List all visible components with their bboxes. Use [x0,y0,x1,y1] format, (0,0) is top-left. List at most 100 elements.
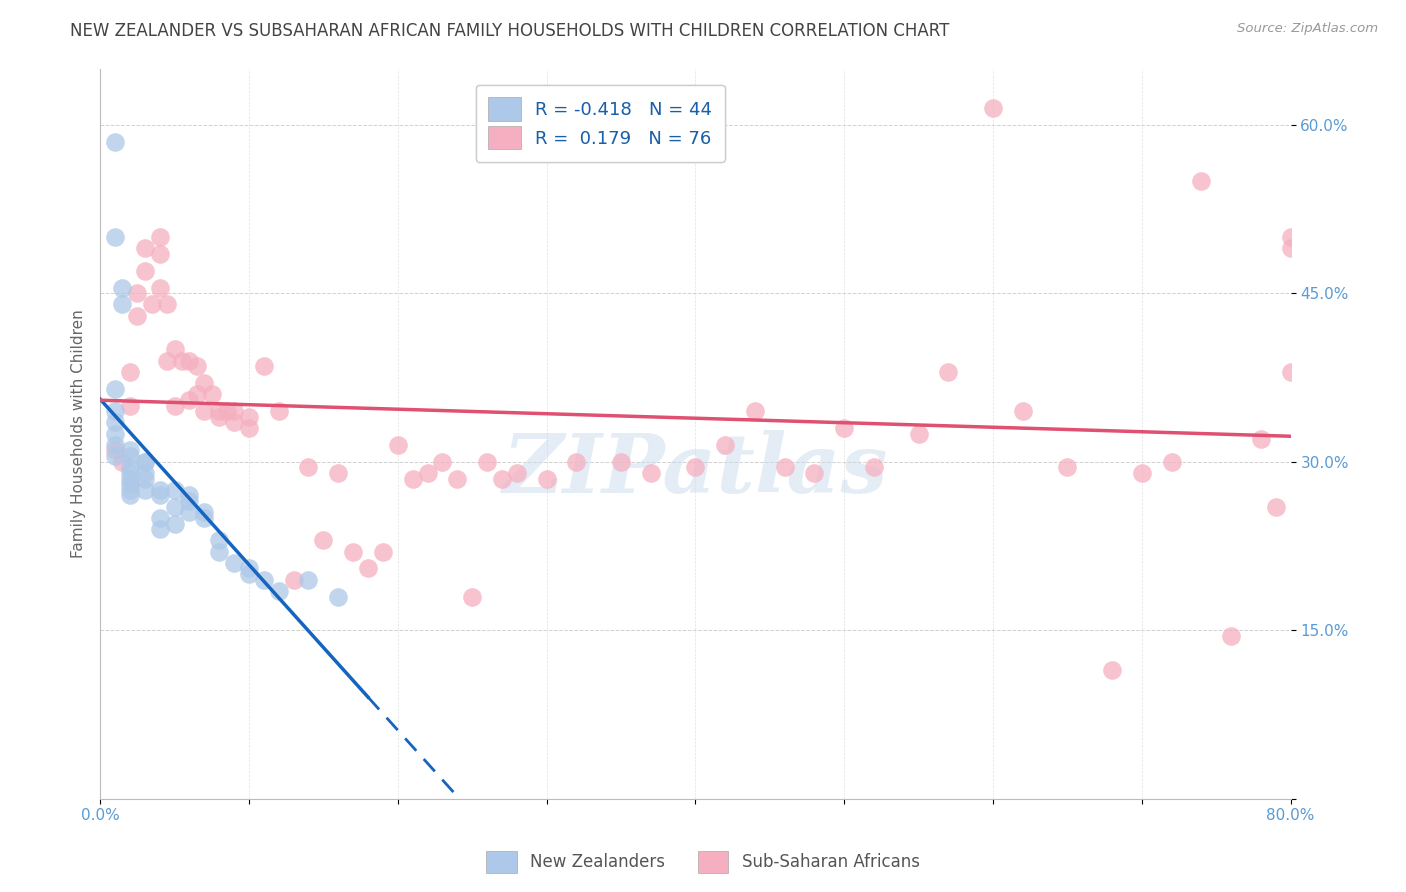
Point [1279,230,1302,244]
Point [163,516,186,531]
Point [328,466,350,480]
Point [744,404,766,418]
Point [1056,460,1078,475]
Point [104,449,127,463]
Point [328,590,350,604]
Point [267,404,290,418]
Point [1279,365,1302,379]
Point [111,280,134,294]
Point [832,421,855,435]
Legend: New Zealanders, Sub-Saharan Africans: New Zealanders, Sub-Saharan Africans [479,845,927,880]
Point [579,123,602,137]
Point [222,404,245,418]
Point [253,359,276,374]
Point [936,365,959,379]
Point [104,416,127,430]
Point [118,399,141,413]
Point [179,488,201,502]
Point [141,297,163,311]
Point [610,455,633,469]
Point [118,365,141,379]
Point [104,438,127,452]
Point [201,387,224,401]
Point [179,392,201,407]
Point [685,460,707,475]
Point [1011,404,1033,418]
Point [118,449,141,463]
Point [714,438,737,452]
Text: ZIPatlas: ZIPatlas [502,430,889,510]
Point [156,297,179,311]
Point [149,230,172,244]
Point [491,472,513,486]
Point [401,472,423,486]
Point [253,573,276,587]
Point [118,477,141,491]
Point [773,460,796,475]
Point [461,590,484,604]
Point [118,488,141,502]
Point [387,438,409,452]
Point [149,522,172,536]
Point [193,404,215,418]
Point [149,247,172,261]
Point [208,544,231,558]
Point [134,483,156,497]
Point [104,426,127,441]
Y-axis label: Family Households with Children: Family Households with Children [72,310,86,558]
Point [104,135,127,149]
Point [371,544,394,558]
Point [222,416,245,430]
Point [1264,500,1286,514]
Point [179,353,201,368]
Point [215,404,238,418]
Point [179,494,201,508]
Point [475,455,498,469]
Point [134,472,156,486]
Point [803,466,825,480]
Point [134,241,156,255]
Text: NEW ZEALANDER VS SUBSAHARAN AFRICAN FAMILY HOUSEHOLDS WITH CHILDREN CORRELATION : NEW ZEALANDER VS SUBSAHARAN AFRICAN FAMI… [70,22,949,40]
Point [186,387,208,401]
Point [863,460,886,475]
Point [118,460,141,475]
Point [134,455,156,469]
Point [907,426,929,441]
Point [134,455,156,469]
Point [446,472,468,486]
Point [1189,174,1212,188]
Point [134,466,156,480]
Point [104,382,127,396]
Point [111,297,134,311]
Point [297,573,319,587]
Point [118,472,141,486]
Point [1279,241,1302,255]
Point [111,455,134,469]
Point [208,409,231,424]
Point [118,466,141,480]
Point [297,460,319,475]
Point [163,500,186,514]
Point [134,264,156,278]
Point [238,421,260,435]
Point [238,409,260,424]
Point [565,455,588,469]
Point [1130,466,1153,480]
Point [149,488,172,502]
Point [186,359,208,374]
Point [1250,432,1272,446]
Point [118,443,141,458]
Point [179,505,201,519]
Legend: R = -0.418   N = 44, R =  0.179   N = 76: R = -0.418 N = 44, R = 0.179 N = 76 [475,85,724,162]
Point [342,544,364,558]
Point [163,343,186,357]
Point [104,404,127,418]
Point [149,483,172,497]
Point [312,533,335,548]
Point [981,101,1004,115]
Point [193,511,215,525]
Point [163,483,186,497]
Point [193,505,215,519]
Point [357,561,380,575]
Point [170,353,193,368]
